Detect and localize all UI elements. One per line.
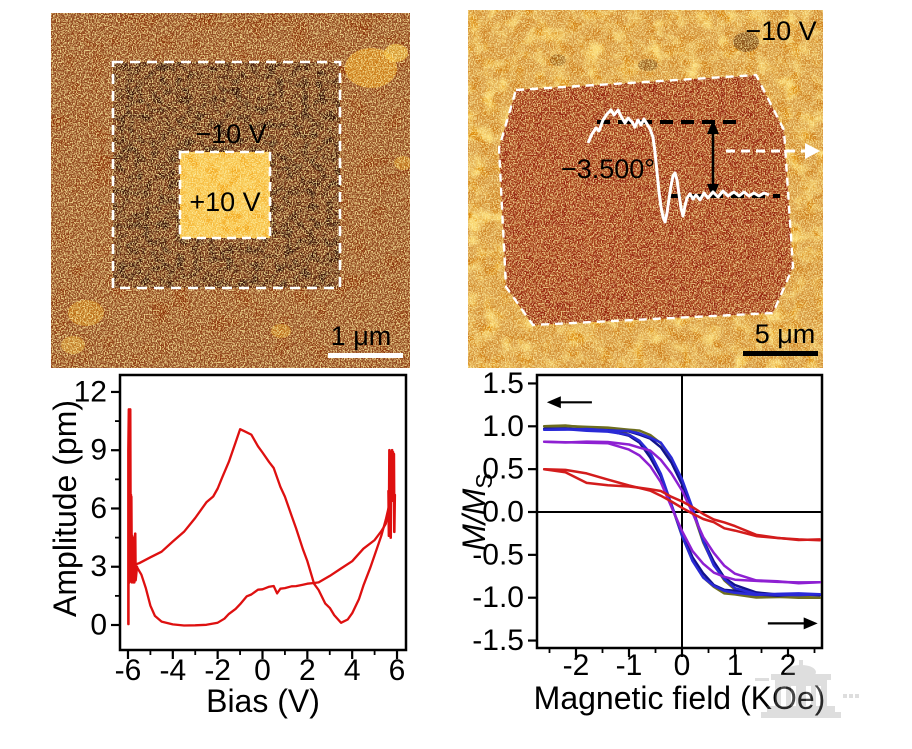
y-tick-label: 6 <box>90 492 107 525</box>
hysteresis-chart: -2 -1 0 1 2 1.5 1.0 0.5 0.0 -0.5 -1.0 -1.5 Magnetic … <box>456 368 859 718</box>
corner-voltage-label: −10 V <box>745 16 816 46</box>
y-tick-label: -1.5 <box>472 624 524 657</box>
outer-poling-outline <box>111 60 342 290</box>
x-tick-label: 0 <box>254 654 271 687</box>
series-left-edge-noise <box>127 408 139 626</box>
x-axis-title: Bias (V) <box>206 683 320 719</box>
scan-direction-arrow-head-icon <box>805 143 820 159</box>
y-axis-title: Amplitude (pm) <box>47 400 83 617</box>
scale-bar-label: 1 μm <box>331 321 392 351</box>
series-loop-red-asc <box>542 467 822 542</box>
series-right-edge-noise <box>387 448 397 539</box>
x-tick-label: 0 <box>674 649 691 682</box>
series-loop-blue-asc <box>542 427 822 597</box>
watermark-logo <box>755 660 859 718</box>
plot-frame <box>118 373 408 652</box>
profile-trace <box>586 108 770 224</box>
x-tick-label: -4 <box>159 654 186 687</box>
phase-depth-label: −3.500° <box>561 154 655 184</box>
pfm-phase-image: −10 V +10 V 1 μm <box>51 13 410 368</box>
y-tick-label: 1.0 <box>482 410 524 443</box>
mfm-topography-image: −10 V −3.500° 5 μm <box>468 10 823 368</box>
scale-bar <box>743 351 818 356</box>
y-tick-label: -1.0 <box>472 581 524 614</box>
y-tick-label: 3 <box>90 550 107 583</box>
x-tick-label: 2 <box>780 649 797 682</box>
domain-outline <box>497 73 795 327</box>
speckle-noise-bright <box>468 10 823 368</box>
y-axis-title: M/MS <box>456 473 497 551</box>
x-tick-label: -1 <box>616 649 643 682</box>
scale-bar-label: 5 μm <box>755 319 816 349</box>
series-loop-red-desc <box>542 467 822 542</box>
y-tick-label: 12 <box>74 375 107 408</box>
sweep-direction-left-arrow-head-icon <box>546 396 561 409</box>
x-tick-label: 2 <box>299 654 316 687</box>
speckle-noise-dark <box>51 13 410 368</box>
x-tick-label: 4 <box>344 654 361 687</box>
y-tick-label: -0.5 <box>472 538 524 571</box>
x-tick-label: 6 <box>389 654 406 687</box>
x-tick-label: 1 <box>727 649 744 682</box>
inner-poling-outline <box>178 150 272 240</box>
x-axis-title: Magnetic field (KOe) <box>534 680 826 716</box>
outer-voltage-label: −10 V <box>195 119 266 149</box>
y-tick-label: 0 <box>90 609 107 642</box>
y-tick-label: 0.0 <box>482 496 524 529</box>
y-tick-label: 0.5 <box>482 453 524 486</box>
series-forward-sweep-branch <box>127 428 391 624</box>
sweep-direction-right-arrow-head-icon <box>803 617 818 630</box>
x-tick-label: -2 <box>204 654 231 687</box>
x-tick-label: -2 <box>563 649 590 682</box>
scale-bar <box>328 353 403 358</box>
y-tick-label: 1.5 <box>482 368 524 400</box>
depth-arrow-up-head-icon <box>707 120 719 134</box>
y-tick-label: 9 <box>90 434 107 467</box>
inner-voltage-label: +10 V <box>189 187 260 217</box>
series-reverse-sweep-branch <box>127 507 391 627</box>
x-tick-label: -6 <box>115 654 142 687</box>
series-loop-violet-asc <box>542 440 822 584</box>
